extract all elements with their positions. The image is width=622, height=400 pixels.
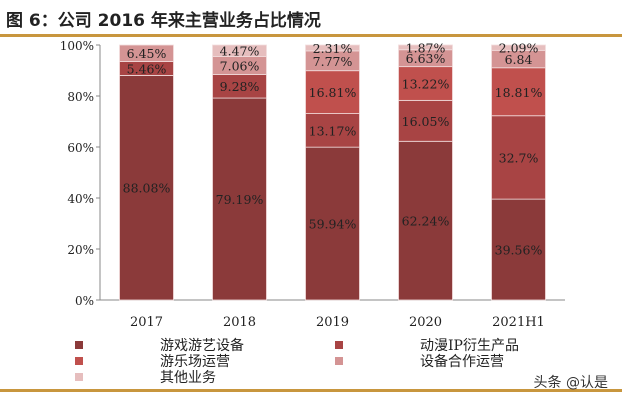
data-label: 13.17% — [309, 123, 357, 138]
data-label: 79.19% — [216, 192, 264, 207]
bar-segment — [491, 198, 546, 301]
bar-segment — [398, 44, 453, 51]
legend-swatch — [335, 357, 343, 365]
bar-segment — [119, 74, 174, 301]
chart-title: 图 6：公司 2016 年来主营业务占比情况 — [6, 11, 321, 31]
data-label: 13.22% — [402, 77, 450, 92]
data-label: 2.31% — [313, 41, 353, 56]
data-label: 62.24% — [402, 214, 450, 229]
data-label: 2.09% — [499, 41, 539, 56]
bar-segment — [398, 140, 453, 301]
x-tick-label: 2018 — [223, 315, 256, 330]
legend-label: 动漫IP衍生产品 — [420, 338, 519, 354]
legend-swatch — [335, 341, 343, 349]
data-label: 7.77% — [313, 54, 353, 69]
data-label: 6.63% — [406, 51, 446, 66]
y-tick-label: 20% — [67, 243, 94, 257]
x-tick-label: 2019 — [316, 315, 349, 330]
legend-swatch — [75, 341, 83, 349]
x-tick-label: 2017 — [130, 315, 163, 330]
x-tick-label: 2020 — [409, 315, 442, 330]
data-label: 32.7% — [499, 150, 539, 165]
legend-label: 其他业务 — [160, 370, 216, 386]
x-tick-label: 2021H1 — [492, 315, 545, 330]
bar-segment — [491, 67, 546, 117]
legend-swatch — [75, 373, 83, 381]
bar-segment — [398, 99, 453, 142]
data-label: 16.05% — [402, 114, 450, 129]
data-label: 39.56% — [495, 243, 543, 258]
bar-segment — [305, 44, 360, 52]
bar-segment — [491, 44, 546, 51]
bar-segment — [491, 115, 546, 200]
legend-swatch — [75, 357, 83, 365]
top-divider — [0, 34, 622, 37]
data-label: 16.81% — [309, 85, 357, 100]
data-label: 7.06% — [220, 58, 260, 73]
y-tick-label: 80% — [67, 90, 94, 104]
data-label: 6.84 — [505, 52, 533, 67]
legend-label: 设备合作运营 — [420, 353, 504, 370]
legend-label: 游乐场运营 — [160, 354, 230, 370]
data-label: 4.47% — [220, 44, 260, 59]
data-label: 18.81% — [495, 85, 543, 100]
y-tick-label: 40% — [67, 192, 94, 206]
data-label: 59.94% — [309, 217, 357, 232]
bar-segment — [119, 44, 174, 62]
data-label: 5.46% — [127, 61, 167, 76]
y-tick-label: 100% — [60, 39, 94, 53]
bottom-divider — [0, 389, 622, 392]
data-label: 6.45% — [127, 46, 167, 61]
data-label: 9.28% — [220, 79, 260, 94]
y-tick-label: 60% — [67, 141, 94, 155]
watermark: 头条 @认是 — [533, 375, 608, 391]
legend-label: 游戏游艺设备 — [160, 337, 244, 354]
y-tick-label: 0% — [75, 294, 94, 308]
data-label: 1.87% — [406, 40, 446, 55]
bar-segment — [212, 44, 267, 57]
bar-segment — [398, 66, 453, 101]
data-label: 88.08% — [123, 181, 171, 196]
